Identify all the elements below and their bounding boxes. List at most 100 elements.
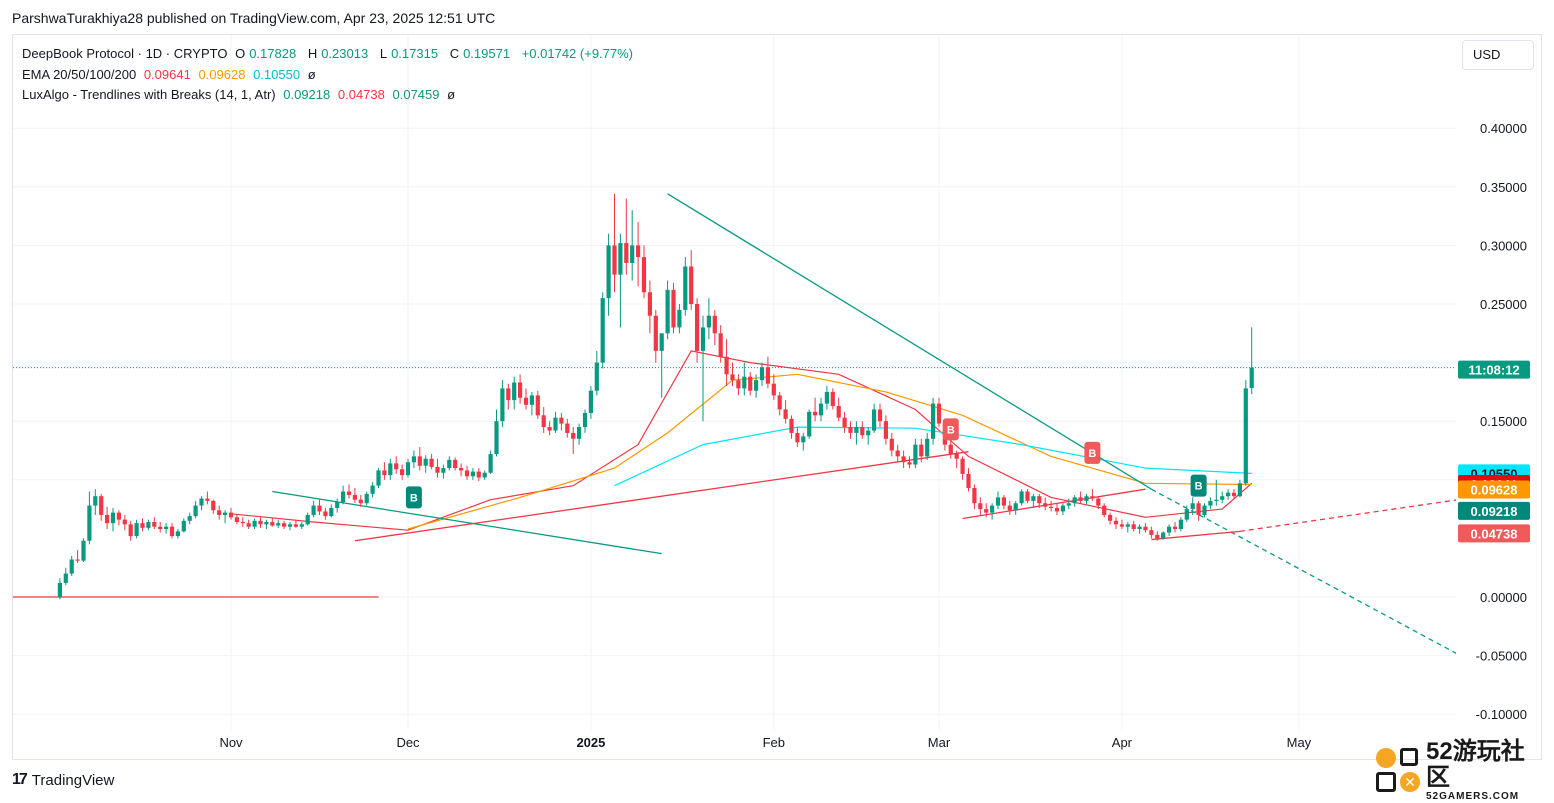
- square-icon: [1376, 772, 1396, 792]
- candle-body: [400, 469, 405, 476]
- candle-body: [665, 289, 670, 334]
- candle-body: [1226, 492, 1231, 497]
- candle-body: [659, 333, 664, 351]
- candle-body: [382, 470, 387, 476]
- candle-body: [1190, 503, 1195, 510]
- ema50-value: 0.09628: [198, 66, 246, 82]
- candle-body: [500, 388, 505, 422]
- tradingview-logo[interactable]: 17 TradingView: [12, 771, 114, 789]
- candle-body: [559, 417, 564, 424]
- candle-body: [1043, 503, 1048, 507]
- x-tick-label: Apr: [1112, 735, 1133, 750]
- candle-body: [759, 367, 765, 381]
- price-badge-box: [1458, 480, 1530, 499]
- legend-ema-row[interactable]: EMA 20/50/100/200 0.09641 0.09628 0.1055…: [22, 65, 637, 86]
- candle-body: [966, 473, 971, 489]
- candle-body: [1025, 491, 1030, 501]
- candle-body: [630, 245, 635, 263]
- candle-body: [394, 463, 399, 470]
- y-tick-label: 0.25000: [1480, 297, 1527, 312]
- candle-body: [742, 376, 747, 389]
- candle-body: [57, 582, 62, 597]
- candle-body: [476, 471, 481, 478]
- x-tick-label: May: [1287, 735, 1312, 750]
- candle-body: [948, 444, 953, 455]
- candle-body: [789, 418, 794, 433]
- y-tick-label: -0.10000: [1476, 707, 1527, 722]
- candle-body: [571, 432, 576, 439]
- y-tick-label: 0.15000: [1480, 414, 1527, 429]
- ohlc-low: L 0.17315: [380, 46, 442, 61]
- candle-body: [1102, 505, 1107, 515]
- candle-body: [134, 523, 139, 537]
- cross-icon: ✕: [1400, 772, 1420, 792]
- candle-body: [87, 505, 92, 541]
- candle-body: [1161, 532, 1166, 539]
- candle-body: [287, 524, 293, 527]
- currency-selector[interactable]: USD: [1462, 40, 1534, 70]
- candle-body: [577, 427, 582, 439]
- candle-body: [246, 523, 251, 527]
- candle-body: [706, 315, 711, 328]
- candle-body: [901, 456, 906, 463]
- candle-body: [435, 466, 440, 473]
- candle-body: [765, 367, 770, 384]
- trendline: [1239, 499, 1456, 533]
- candle-body: [417, 456, 422, 466]
- break-label-box: [405, 486, 422, 509]
- candle-body: [116, 512, 121, 520]
- candle-body: [1031, 496, 1036, 501]
- publish-line: ParshwaTurakhiya28 published on TradingV…: [12, 10, 496, 26]
- candle-body: [724, 356, 729, 375]
- x-tick-label: Mar: [928, 735, 951, 750]
- candle-body: [376, 470, 381, 486]
- luxalgo-label[interactable]: LuxAlgo - Trendlines with Breaks (14, 1,…: [22, 87, 276, 102]
- candle-body: [423, 458, 428, 466]
- candle-body: [494, 421, 499, 455]
- candle-body: [807, 411, 812, 437]
- ema-visibility-icon[interactable]: ø: [307, 66, 316, 82]
- symbol-name[interactable]: DeepBook Protocol · 1D · CRYPTO: [22, 46, 228, 61]
- candle-body: [69, 559, 74, 574]
- luxalgo-visibility-icon[interactable]: ø: [447, 87, 456, 102]
- candle-body: [1137, 526, 1142, 530]
- candle-body: [848, 427, 853, 433]
- candle-body: [211, 500, 216, 511]
- ema-label[interactable]: EMA 20/50/100/200: [22, 66, 137, 82]
- candle-body: [1149, 530, 1154, 535]
- candle-body: [75, 559, 80, 561]
- candle-body: [777, 395, 782, 410]
- candle-body: [582, 412, 588, 428]
- y-tick-label: 0.40000: [1480, 121, 1527, 136]
- trendline: [962, 488, 1146, 520]
- candle-body: [818, 403, 824, 416]
- open-value: 0.17828: [249, 46, 297, 61]
- candle-body: [700, 327, 706, 351]
- candle-body: [140, 523, 145, 528]
- candle-body: [754, 380, 759, 391]
- candle-body: [836, 405, 841, 418]
- candle-body: [995, 497, 1001, 506]
- candle-body: [736, 380, 741, 389]
- candle-body: [252, 520, 257, 527]
- candle-body: [913, 444, 918, 465]
- candle-body: [1019, 491, 1024, 504]
- candle-body: [541, 415, 546, 428]
- legend-symbol-row[interactable]: DeepBook Protocol · 1D · CRYPTO O 0.17828…: [22, 44, 637, 65]
- candle-body: [936, 403, 942, 424]
- candle-body: [594, 362, 599, 391]
- candle-body: [824, 391, 829, 404]
- candle-body: [175, 531, 180, 537]
- candle-body: [671, 289, 676, 328]
- candle-body: [99, 496, 104, 515]
- candle-body: [919, 444, 924, 457]
- candle-body: [1125, 524, 1130, 527]
- ohlc-open: O 0.17828: [235, 46, 300, 61]
- candle-body: [464, 470, 470, 477]
- candle-body: [1243, 388, 1248, 484]
- legend-luxalgo-row[interactable]: LuxAlgo - Trendlines with Breaks (14, 1,…: [22, 85, 637, 106]
- candle-body: [565, 423, 570, 433]
- candle-body: [264, 521, 269, 525]
- candle-body: [1237, 483, 1242, 497]
